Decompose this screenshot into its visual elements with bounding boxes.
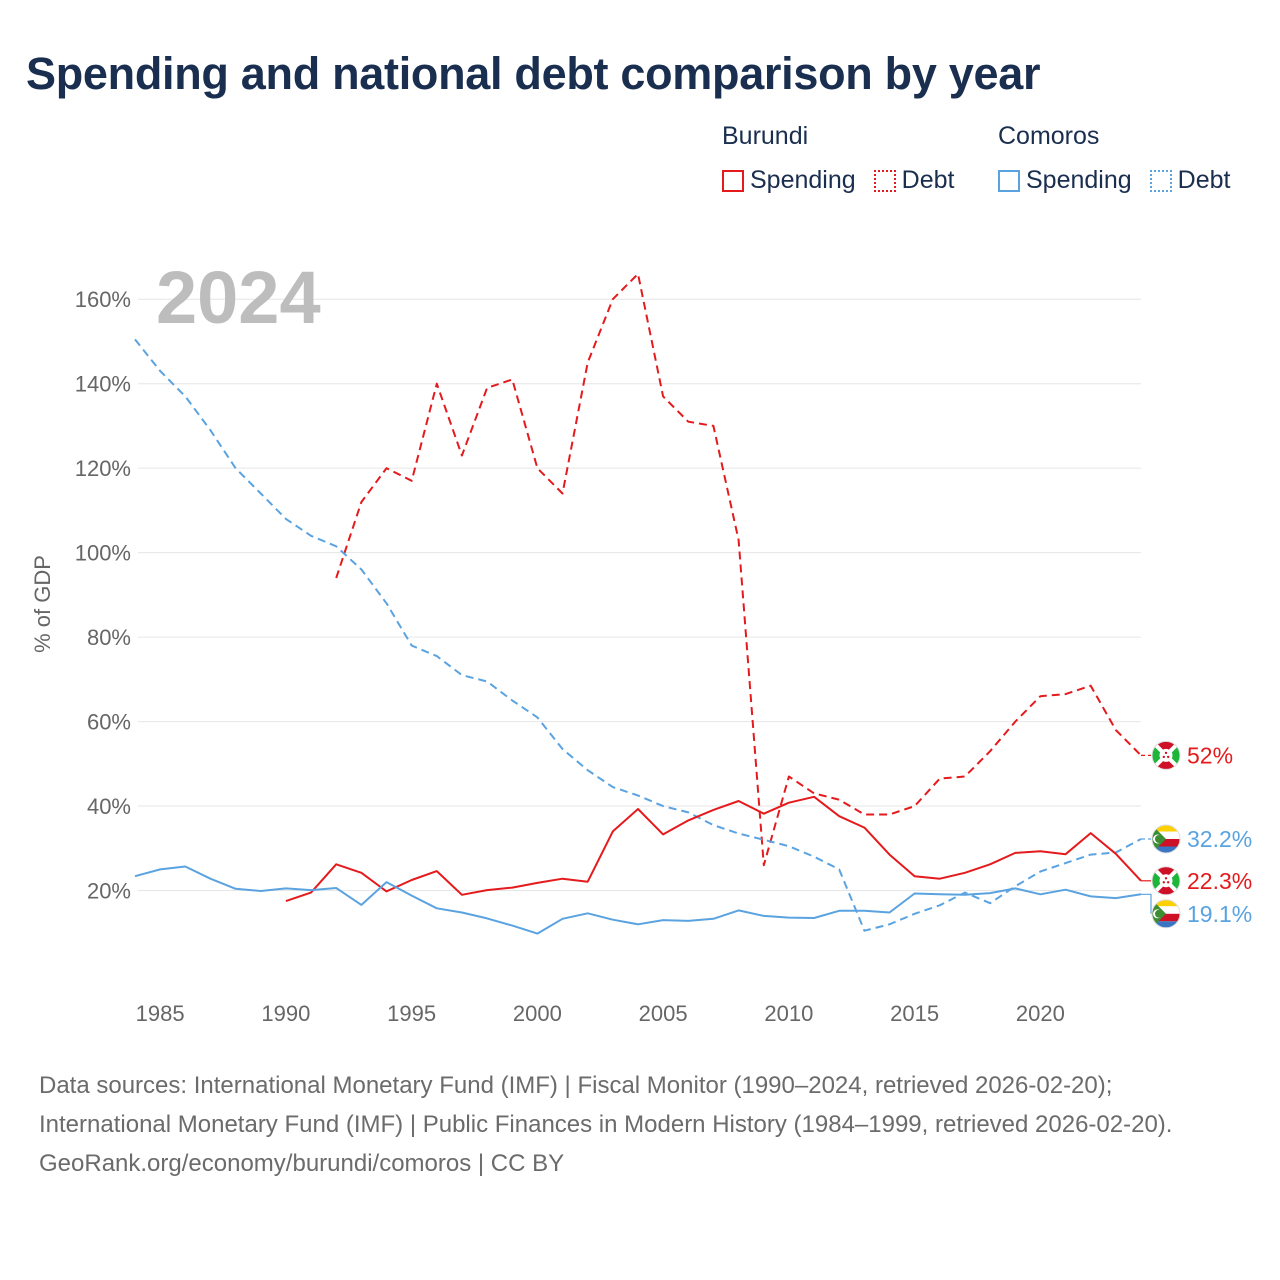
grid-layer [138, 298, 1141, 892]
legend-country-comoros: Comoros [998, 122, 1100, 150]
y-tick-label: 60% [87, 710, 131, 735]
x-tick-label: 2010 [764, 1001, 813, 1026]
x-tick-label: 1995 [387, 1001, 436, 1026]
y-tick-label: 160% [75, 287, 131, 312]
line-chart: 20% 40% 60% 80% 100% 120% 140% 160% 1985 1990 1995… [30, 256, 1252, 1026]
year-watermark: 2024 [156, 256, 321, 339]
x-tick-label: 1985 [136, 1001, 185, 1026]
legend-group-burundi: Burundi Spending Debt [722, 122, 972, 195]
legend-label: Debt [901, 166, 955, 194]
series-line-comoros-debt[interactable] [134, 338, 1142, 932]
series-line-comoros-spending[interactable] [134, 865, 1142, 935]
source-link[interactable]: GeoRank.org/economy/burundi/comoros | CC… [39, 1150, 565, 1177]
footer: Data sources: International Monetary Fun… [39, 1066, 1239, 1183]
y-tick-label: 140% [75, 372, 131, 397]
end-value-label: 32.2% [1187, 826, 1252, 852]
legend-swatch-dotted-icon [873, 169, 896, 192]
legend-country-burundi: Burundi [722, 122, 809, 150]
end-value-label: 22.3% [1187, 868, 1252, 894]
legend-label: Debt [1177, 166, 1231, 194]
legend-swatch-solid-icon [998, 169, 1020, 192]
burundi-flag-icon [1151, 866, 1181, 896]
series-layer [134, 272, 1142, 935]
axis-layer: 20% 40% 60% 80% 100% 120% 140% 160% 1985 1990 1995… [75, 287, 1065, 1026]
comoros-flag-icon [1151, 899, 1181, 929]
y-axis-title: % of GDP [30, 555, 55, 653]
burundi-flag-icon [1151, 740, 1181, 770]
end-label-layer: 52% 32.2% 22.3% 19.1% [1141, 740, 1252, 929]
legend-swatch-dotted-icon [1149, 169, 1172, 192]
x-tick-label: 2015 [890, 1001, 939, 1026]
legend-item-burundi-debt[interactable]: Debt [873, 166, 955, 195]
x-tick-label: 2000 [513, 1001, 562, 1026]
y-tick-label: 40% [87, 794, 131, 819]
y-tick-label: 20% [87, 879, 131, 904]
legend-label: Spending [1026, 166, 1132, 194]
x-tick-label: 1990 [261, 1001, 310, 1026]
legend-item-comoros-spending[interactable]: Spending [998, 166, 1132, 195]
legend-swatch-solid-icon [722, 169, 744, 192]
series-line-burundi-debt[interactable] [335, 272, 1142, 867]
y-tick-label: 100% [75, 541, 131, 566]
series-line-burundi-spending[interactable] [285, 795, 1142, 903]
comoros-flag-icon [1151, 824, 1181, 854]
legend-label: Spending [750, 166, 856, 194]
y-tick-label: 120% [75, 456, 131, 481]
x-tick-label: 2020 [1016, 1001, 1065, 1026]
legend-group-comoros: Comoros Spending Debt [998, 122, 1248, 195]
legend-item-burundi-spending[interactable]: Spending [722, 166, 856, 195]
end-value-label: 52% [1187, 742, 1233, 768]
x-tick-label: 2005 [639, 1001, 688, 1026]
y-tick-label: 80% [87, 625, 131, 650]
data-sources: Data sources: International Monetary Fun… [39, 1072, 1173, 1138]
end-value-label: 19.1% [1187, 901, 1252, 927]
end-label-connector [1141, 893, 1152, 914]
legend-item-comoros-debt[interactable]: Debt [1149, 166, 1231, 195]
chart-title: Spending and national debt comparison by… [26, 48, 1041, 99]
